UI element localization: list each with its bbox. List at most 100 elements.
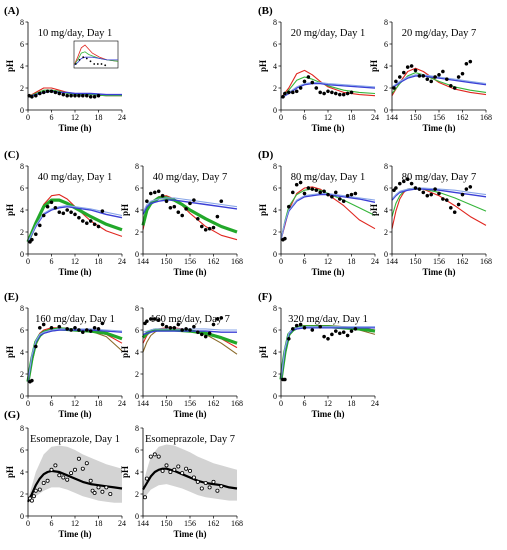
observed-point [199,224,204,229]
observed-point [96,93,101,98]
observed-point [176,322,181,327]
x-tick-label: 162 [208,257,220,266]
observed-point [148,317,153,321]
x-tick-label: 12 [71,113,79,122]
y-tick-label: 6 [20,40,24,49]
x-tick-label: 18 [348,399,356,408]
x-tick-label: 18 [95,257,103,266]
x-tick-label: 162 [457,257,469,266]
x-tick-label: 0 [26,113,30,122]
y-tick-label: 4 [20,206,24,215]
y-axis-label: pH [5,204,15,216]
x-tick-label: 144 [386,257,398,266]
observed-point [145,199,149,204]
y-tick-label: 2 [384,84,388,93]
observed-point [341,199,346,204]
x-axis-label: Time (h) [422,267,455,277]
x-tick-label: 6 [50,113,54,122]
observed-point [413,68,418,73]
observed-point [294,323,299,328]
x-tick-label: 6 [50,399,54,408]
observed-point [41,480,46,485]
observed-point [84,221,89,226]
y-tick-label: 8 [135,162,139,171]
inset-observed-point [85,57,88,60]
x-axis-label: Time (h) [173,409,206,419]
observed-point [53,205,58,210]
series-line-thick_green [26,327,123,382]
inset-frame [73,40,119,69]
x-tick-label: 0 [26,399,30,408]
x-tick-label: 6 [50,257,54,266]
observed-point [448,205,453,210]
observed-point [53,90,58,95]
observed-point [96,485,101,490]
observed-point [145,319,149,324]
observed-point [310,187,315,191]
inset-observed-point [78,59,81,61]
y-tick-label: 2 [273,228,277,237]
y-axis-label: pH [369,60,379,72]
observed-point [452,210,457,215]
x-tick-label: 24 [371,399,379,408]
x-tick-label: 150 [161,399,173,408]
x-tick-label: 6 [50,519,54,528]
observed-point [326,192,330,197]
observed-point [49,89,54,94]
y-tick-label: 0 [273,250,277,259]
x-tick-label: 18 [95,519,103,528]
observed-point [152,452,157,457]
y-tick-label: 2 [20,490,24,499]
y-tick-label: 8 [20,424,24,433]
inset-observed-point [74,63,77,65]
chart-title: 80 mg/day, Day 7 [402,172,477,183]
y-tick-label: 6 [384,40,388,49]
x-axis-label: Time (h) [311,123,344,133]
series-line-lightblue [27,328,123,382]
observed-point [192,324,196,329]
observed-point [294,89,299,94]
x-tick-label: 0 [26,257,30,266]
observed-point [76,456,81,461]
x-tick-label: 24 [118,113,126,122]
y-axis-label: pH [120,346,130,358]
x-axis-label: Time (h) [173,267,206,277]
observed-point [92,325,97,330]
observed-point [468,59,473,64]
observed-point [417,74,422,78]
x-tick-label: 18 [348,113,356,122]
x-tick-label: 156 [184,257,196,266]
observed-point [310,328,315,332]
x-tick-label: 168 [231,257,243,266]
y-tick-label: 8 [20,162,24,171]
observed-point [429,192,434,197]
x-tick-label: 168 [480,113,492,122]
observed-point [349,329,354,333]
observed-point [41,90,46,95]
observed-point [156,454,161,459]
observed-point [456,202,461,207]
observed-point [433,75,437,79]
observed-point [290,90,295,95]
observed-point [180,328,185,332]
y-tick-label: 0 [273,106,277,115]
observed-point [215,317,220,321]
observed-point [333,190,338,195]
y-tick-label: 6 [273,40,277,49]
observed-point [73,325,77,330]
observed-point [33,344,38,349]
observed-point [349,192,354,197]
observed-point [207,331,212,336]
observed-point [437,191,441,196]
observed-point [203,334,208,339]
observed-point [61,211,66,216]
observed-point [394,186,398,190]
series-line-red [27,194,123,243]
x-axis-label: Time (h) [58,529,91,539]
chart-title: 40 mg/day, Day 1 [38,172,113,183]
observed-point [429,79,434,84]
series-line-lightblue [280,326,375,380]
